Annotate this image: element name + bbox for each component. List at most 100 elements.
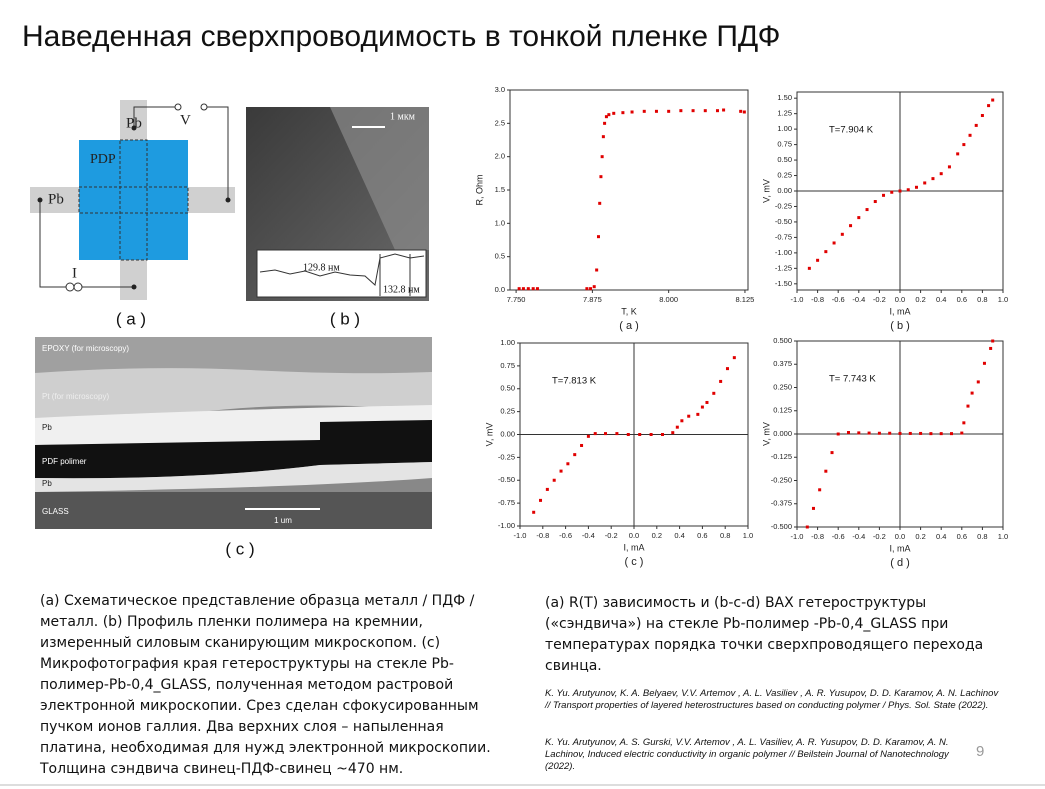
data-point <box>849 224 853 228</box>
x-tick-label: 7.875 <box>583 295 602 304</box>
data-point <box>805 525 809 529</box>
data-point <box>890 190 894 194</box>
x-tick-label: -0.4 <box>582 531 595 540</box>
y-tick-label: -1.25 <box>775 263 792 272</box>
scale-label: 1 um <box>274 516 292 525</box>
x-tick-label: -0.6 <box>832 532 845 541</box>
data-point <box>593 432 597 436</box>
annotation: T=7.904 K <box>829 125 874 136</box>
y-tick-label: 0.75 <box>500 361 515 370</box>
y-tick-label: 0.000 <box>773 429 792 438</box>
y-tick-label: 0.0 <box>495 285 505 294</box>
x-axis-label: I, mA <box>889 543 910 553</box>
panel-label: ( a ) <box>116 309 146 328</box>
data-point <box>612 111 616 115</box>
data-point <box>976 380 980 384</box>
data-point <box>950 432 953 436</box>
label: 129.8 нм <box>303 262 340 273</box>
data-point <box>962 143 966 147</box>
x-tick-label: 8.125 <box>736 295 755 304</box>
data-point <box>661 433 664 436</box>
x-tick-label: -0.6 <box>559 531 572 540</box>
data-point <box>987 104 991 108</box>
data-point <box>830 451 834 455</box>
x-tick-label: -0.8 <box>811 295 824 304</box>
schematic: Pb V PDP Pb I <box>30 100 235 300</box>
x-tick-label: 0.4 <box>936 295 946 304</box>
afm-image: 1 мкм 129.8 нм 132.8 нм <box>246 107 429 301</box>
y-tick-label: 1.5 <box>495 185 505 194</box>
panel-label: ( a ) <box>619 320 639 332</box>
data-point <box>840 232 844 236</box>
label: Pb <box>48 191 64 207</box>
data-point <box>600 155 604 159</box>
layer-label: Pt (for microscopy) <box>42 392 109 401</box>
layer-label: Pb <box>42 423 52 432</box>
y-tick-label: -0.500 <box>771 522 792 531</box>
label: Pb <box>126 115 142 131</box>
panel-label: ( d ) <box>890 557 910 569</box>
scale-label: 1 мкм <box>390 111 416 122</box>
data-point <box>908 431 912 435</box>
data-point <box>898 431 902 435</box>
data-point <box>857 216 861 220</box>
x-tick-label: 8.000 <box>659 295 678 304</box>
data-point <box>989 346 993 350</box>
y-tick-label: -0.50 <box>775 217 792 226</box>
x-tick-label: 0.6 <box>957 532 967 541</box>
x-tick-label: -0.8 <box>536 531 549 540</box>
y-axis-label: V, mV <box>484 423 494 447</box>
y-tick-label: 0.25 <box>500 407 515 416</box>
caption: (a) R(T) зависимость и (b-c-d) ВАХ гетер… <box>545 595 984 674</box>
data-point <box>586 434 590 438</box>
data-point <box>601 135 605 139</box>
x-axis-label: T, K <box>621 306 637 316</box>
x-tick-label: 1.0 <box>998 532 1008 541</box>
x-tick-label: -0.2 <box>605 531 618 540</box>
data-point <box>824 469 828 473</box>
x-tick-label: 0.2 <box>915 532 925 541</box>
data-point <box>939 432 943 436</box>
y-axis-label: V, mV <box>761 422 771 446</box>
x-tick-label: 1.0 <box>743 531 753 540</box>
y-tick-label: -0.375 <box>771 499 792 508</box>
y-tick-label: 1.00 <box>777 124 792 133</box>
x-tick-label: 0.2 <box>652 531 662 540</box>
data-point <box>626 433 630 436</box>
data-point <box>923 181 927 185</box>
y-axis-label: V, mV <box>761 179 771 203</box>
data-point <box>603 121 607 125</box>
data-point <box>867 431 871 435</box>
data-point <box>687 414 691 418</box>
label: V <box>180 112 191 128</box>
data-point <box>968 133 972 137</box>
data-point <box>607 113 611 117</box>
data-point <box>705 400 709 404</box>
data-point <box>970 391 974 395</box>
y-tick-label: -0.50 <box>498 475 515 484</box>
data-point <box>621 111 625 115</box>
data-point <box>667 109 671 113</box>
data-point <box>914 185 918 189</box>
data-point <box>980 114 984 118</box>
data-point <box>696 412 700 416</box>
plot-frame <box>509 89 749 291</box>
y-tick-label: -0.250 <box>771 475 792 484</box>
data-point <box>598 201 602 205</box>
data-point <box>873 200 877 204</box>
layer-label: Pb <box>42 479 52 488</box>
y-tick-label: 2.5 <box>495 118 505 127</box>
data-point <box>703 109 707 113</box>
data-point <box>956 152 960 156</box>
x-tick-label: -0.4 <box>852 295 865 304</box>
y-tick-label: -0.75 <box>498 498 515 507</box>
y-tick-label: 1.00 <box>500 338 515 347</box>
x-tick-label: 7.750 <box>507 295 526 304</box>
layer-label: GLASS <box>42 507 69 516</box>
data-point <box>888 431 892 435</box>
y-tick-label: 2.0 <box>495 152 505 161</box>
reference: K. Yu. Arutyunov, K. A. Belyaev, V.V. Ar… <box>545 688 999 711</box>
data-point <box>991 339 995 343</box>
x-tick-label: 0.2 <box>915 295 925 304</box>
